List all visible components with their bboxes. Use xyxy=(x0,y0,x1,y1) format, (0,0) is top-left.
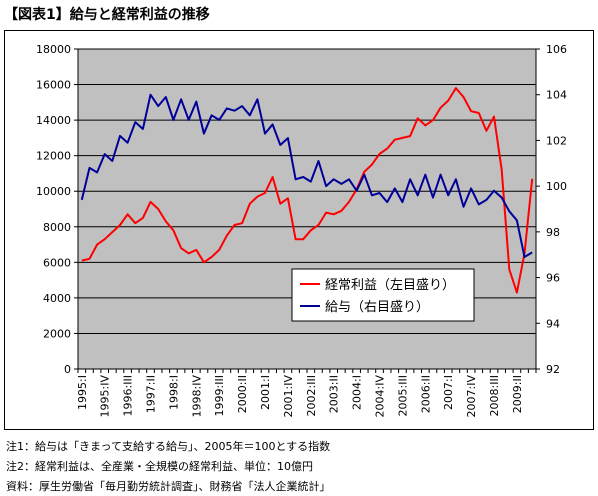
x-tick-label: 2007:IV xyxy=(465,375,478,418)
y-tick-label-left: 8000 xyxy=(43,221,71,234)
series-line-wage xyxy=(80,93,533,258)
x-tick-label: 2003:II xyxy=(328,375,341,413)
footnote-1: 注1：給与は「きまって支給する給与」、2005年＝100とする指数 xyxy=(6,440,331,453)
y-tick-label-left: 4000 xyxy=(43,292,71,305)
y-tick-label-left: 18000 xyxy=(36,43,71,56)
x-tick-label: 2002:III xyxy=(305,375,318,416)
y-tick-label-right: 94 xyxy=(546,317,560,330)
legend-label: 経常利益（左目盛り） xyxy=(325,278,455,293)
y-tick-label-left: 10000 xyxy=(36,185,71,198)
footnote-2: 注2：経常利益は、全産業・全規模の経常利益、単位：10億円 xyxy=(6,460,313,473)
y-tick-label-left: 0 xyxy=(64,363,71,376)
y-tick-label-left: 2000 xyxy=(43,327,71,340)
series-lines xyxy=(80,87,534,294)
y-tick-label-left: 12000 xyxy=(36,150,71,163)
x-tick-label: 2005:III xyxy=(396,375,409,416)
y-tick-label-right: 106 xyxy=(546,43,567,56)
y-tick-label-right: 100 xyxy=(546,180,567,193)
x-tick-label: 1998:I xyxy=(167,375,180,410)
x-tick-label: 1999:III xyxy=(213,375,226,416)
y-tick-label-left: 14000 xyxy=(36,114,71,127)
x-tick-label: 1998:IV xyxy=(190,375,203,418)
y-tick-label-right: 104 xyxy=(546,89,567,102)
y-tick-label-left: 16000 xyxy=(36,79,71,92)
legend: 経常利益（左目盛り） 給与（右目盛り） xyxy=(291,268,475,322)
x-tick-label: 2006:II xyxy=(419,375,432,413)
x-tick-label: 1995:I xyxy=(76,375,89,410)
y-tick-label-right: 96 xyxy=(546,272,560,285)
legend-label: 給与（右目盛り） xyxy=(325,300,429,315)
x-tick-label: 2000:II xyxy=(236,375,249,413)
series-line-profit xyxy=(81,87,534,294)
x-tick-label: 2001:IV xyxy=(282,375,295,418)
source-note: 資料：厚生労働省「毎月勤労統計調査」、財務省「法人企業統計」 xyxy=(6,480,331,493)
y-tick-label-left: 6000 xyxy=(43,256,71,269)
x-tick-label: 2004:IV xyxy=(374,375,387,418)
x-tick-label: 2001:I xyxy=(259,375,272,410)
x-tick-label: 2004:I xyxy=(351,375,364,410)
y-tick-label-right: 102 xyxy=(546,134,567,147)
x-tick-label: 2008:III xyxy=(488,375,501,416)
chart-title: 【図表1】給与と経常利益の推移 xyxy=(4,7,210,23)
axes: 0 2000 4000 6000 8000 10000 12000 14000 16000 180… xyxy=(36,43,567,417)
y-tick-label-right: 92 xyxy=(546,363,560,376)
x-tick-label: 2009:II xyxy=(511,375,524,413)
y-tick-label-right: 98 xyxy=(546,226,560,239)
x-tick-label: 1997:II xyxy=(145,375,158,413)
chart-frame: 0 2000 4000 6000 8000 10000 12000 14000 16000 180… xyxy=(4,30,594,430)
chart-svg: 0 2000 4000 6000 8000 10000 12000 14000 16000 180… xyxy=(36,43,567,417)
x-tick-label: 2007:I xyxy=(442,375,455,410)
legend-box xyxy=(291,268,475,322)
x-tick-label: 1995:IV xyxy=(99,375,112,418)
x-tick-label: 1996:III xyxy=(122,375,135,416)
